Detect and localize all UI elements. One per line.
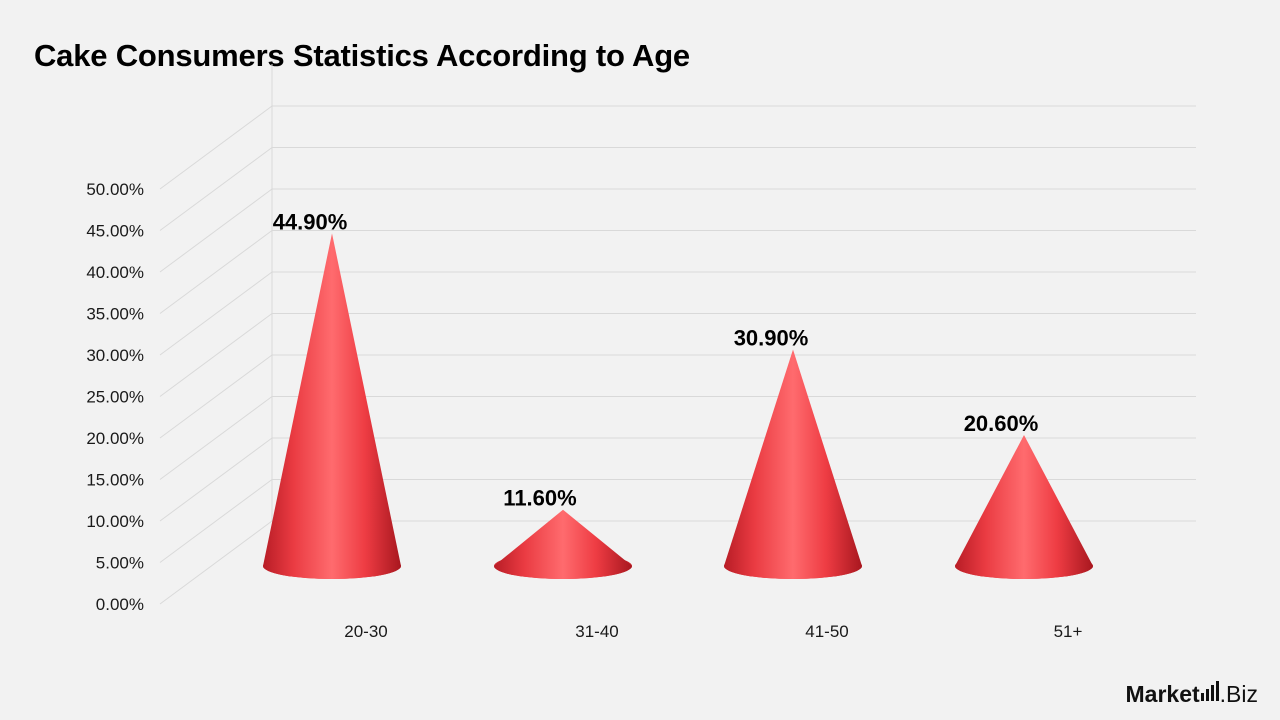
grid-diagonal [159, 188, 273, 273]
grid-diagonal [159, 437, 273, 522]
cone-bar [494, 509, 632, 579]
data-label: 20.60% [964, 411, 1039, 436]
cone-body [955, 435, 1093, 579]
x-axis-categories: 20-30 31-40 41-50 51+ [344, 622, 1082, 641]
y-tick-label: 30.00% [86, 346, 144, 365]
y-tick-label: 5.00% [96, 554, 144, 573]
brand-name: Market [1125, 681, 1200, 707]
y-axis-ticks: 0.00% 5.00% 10.00% 15.00% 20.00% 25.00% 30.00%… [86, 180, 144, 614]
cone-body [724, 349, 862, 579]
cone-bar [263, 233, 401, 579]
data-label: 11.60% [503, 486, 576, 511]
grid-diagonal [159, 520, 273, 605]
y-tick-label: 40.00% [86, 263, 144, 282]
grid-lines [159, 64, 1196, 605]
grid-diagonal [159, 147, 273, 231]
brand-suffix: .Biz [1219, 681, 1258, 707]
cone-body [494, 509, 632, 579]
grid-diagonal [159, 313, 273, 397]
category-label: 20-30 [344, 622, 387, 641]
category-label: 41-50 [805, 622, 848, 641]
data-label: 30.90% [734, 326, 809, 351]
category-label: 51+ [1054, 622, 1083, 641]
grid-diagonal [159, 396, 273, 480]
y-tick-label: 35.00% [86, 305, 144, 324]
grid-diagonal [159, 230, 273, 314]
grid-diagonal [159, 479, 273, 563]
y-tick-label: 20.00% [86, 429, 144, 448]
chart-title: Cake Consumers Statistics According to A… [34, 38, 690, 73]
cone-body [263, 233, 401, 579]
cones [263, 233, 1093, 579]
grid-diagonal [159, 105, 273, 190]
brand-logo: Market .Biz [1125, 681, 1258, 708]
y-tick-label: 0.00% [96, 595, 144, 614]
data-labels: 44.90% 11.60% 30.90% 20.60% [273, 209, 1039, 510]
category-label: 31-40 [575, 622, 618, 641]
y-tick-label: 15.00% [86, 471, 144, 490]
cone-bar [955, 435, 1093, 579]
signal-bars-icon [1200, 681, 1219, 701]
grid-diagonal [159, 354, 273, 439]
y-tick-label: 45.00% [86, 222, 144, 241]
cone-bar [724, 349, 862, 579]
data-label: 44.90% [273, 209, 348, 234]
y-tick-label: 50.00% [86, 180, 144, 199]
grid-diagonal [159, 271, 273, 356]
y-tick-label: 25.00% [86, 388, 144, 407]
y-tick-label: 10.00% [86, 512, 144, 531]
